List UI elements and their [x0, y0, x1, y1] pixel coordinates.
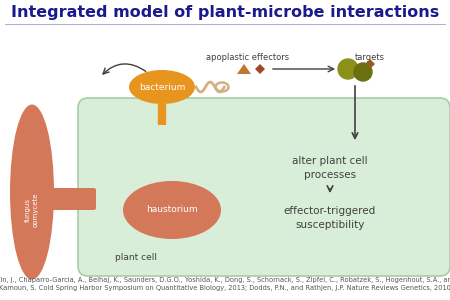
Polygon shape — [255, 64, 265, 74]
Circle shape — [338, 59, 358, 79]
Text: haustorium: haustorium — [146, 206, 198, 214]
Text: fungus
oomycete: fungus oomycete — [25, 193, 39, 227]
Ellipse shape — [123, 181, 221, 239]
Text: bacterium: bacterium — [139, 82, 185, 91]
Text: plant cell: plant cell — [115, 254, 157, 262]
Polygon shape — [365, 59, 375, 69]
Circle shape — [354, 63, 372, 81]
Text: alter plant cell
processes: alter plant cell processes — [292, 156, 368, 180]
FancyBboxPatch shape — [50, 188, 96, 210]
Text: Win, J., Chaparro-Garcia, A., Belhaj, K., Saunders, D.G.O., Yoshida, K., Dong, S: Win, J., Chaparro-Garcia, A., Belhaj, K.… — [0, 277, 450, 291]
Text: targets: targets — [355, 53, 385, 62]
FancyBboxPatch shape — [78, 98, 450, 276]
Text: effector-triggered
susceptibility: effector-triggered susceptibility — [284, 206, 376, 230]
Text: apoplastic effectors: apoplastic effectors — [207, 53, 289, 62]
Ellipse shape — [129, 70, 195, 104]
Ellipse shape — [10, 104, 54, 280]
Polygon shape — [237, 64, 251, 74]
Text: Integrated model of plant-microbe interactions: Integrated model of plant-microbe intera… — [11, 5, 439, 20]
